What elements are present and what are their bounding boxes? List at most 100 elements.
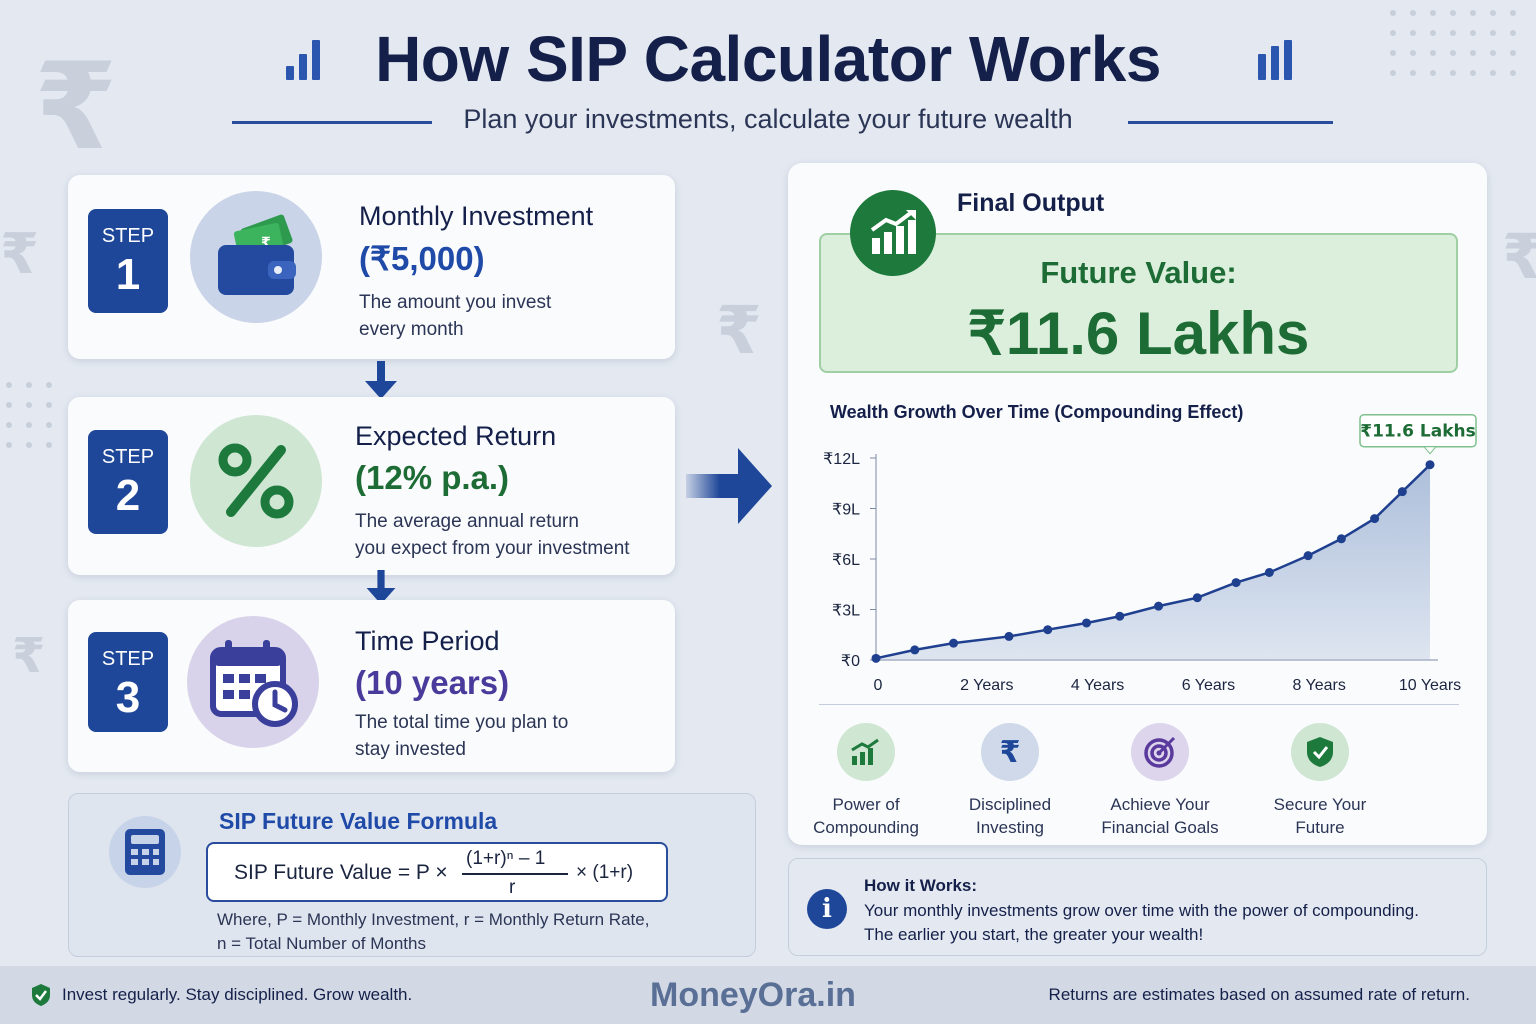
bar-chart-icon <box>1258 40 1292 80</box>
step-title: Time Period <box>355 626 500 656</box>
step-badge: STEP 1 <box>88 209 168 313</box>
formula-numerator: (1+r)ⁿ – 1 <box>466 848 546 869</box>
down-arrow-icon <box>365 361 397 399</box>
footer-disclaimer: Returns are estimates based on assumed r… <box>1048 985 1470 1004</box>
y-tick-label: ₹9L <box>832 502 860 519</box>
output-heading: Final Output <box>957 189 1105 217</box>
bg-rupee-icon: ₹ <box>716 292 762 369</box>
data-point <box>1397 487 1407 497</box>
data-point <box>1264 567 1274 577</box>
target-icon <box>1131 723 1189 781</box>
chart-title: Wealth Growth Over Time (Compounding Eff… <box>830 402 1244 422</box>
calendar-clock-icon <box>187 616 319 748</box>
footer-brand: MoneyOra.in <box>650 976 856 1014</box>
callout-label: ₹11.6 Lakhs <box>1360 422 1476 442</box>
growth-icon <box>850 190 936 276</box>
formula-denominator: r <box>509 877 516 898</box>
callout-pointer <box>1422 446 1438 455</box>
desc-line: stay invested <box>355 739 466 760</box>
benefit-line: Disciplined <box>968 795 1052 814</box>
step-label: STEP <box>101 648 155 670</box>
y-tick-label: ₹6L <box>832 552 860 569</box>
data-point <box>1192 593 1202 603</box>
data-point <box>1231 578 1241 588</box>
benefit-label: Achieve Your Financial Goals <box>1085 793 1235 839</box>
down-arrow-icon <box>366 570 396 605</box>
step-number: 1 <box>115 250 141 299</box>
info-icon: i <box>807 889 847 929</box>
formula-card: SIP Future Value Formula SIP Future Valu… <box>68 793 756 957</box>
step-card-monthly-investment: STEP 1 ₹ Monthly Investment (₹5,000) The… <box>68 175 675 359</box>
benefit-line: Power of <box>832 795 900 814</box>
growth-line <box>875 463 1431 660</box>
bg-rupee-icon: ₹ <box>12 628 46 684</box>
data-point <box>1043 625 1053 635</box>
step-description: The amount you invest every month <box>359 289 679 343</box>
step-title: Monthly Investment <box>359 201 594 231</box>
output-card: Final Output Future Value: ₹11.6 Lakhs W… <box>788 163 1487 845</box>
formula-lhs: SIP Future Value = P × <box>234 861 448 884</box>
data-point <box>1336 534 1346 544</box>
step-number: 3 <box>115 673 141 722</box>
step-card-expected-return: STEP 2 Expected Return (12% p.a.) The av… <box>68 397 675 575</box>
x-tick-label: 10 Years <box>1399 677 1461 694</box>
bg-rupee-icon: ₹ <box>1502 220 1536 293</box>
data-point <box>1303 551 1313 561</box>
data-point <box>1004 631 1014 641</box>
footer-tagline: Invest regularly. Stay disciplined. Grow… <box>62 985 413 1004</box>
benefit-line: Financial Goals <box>1101 818 1219 837</box>
bar-chart-icon <box>286 40 320 80</box>
data-point <box>871 653 881 663</box>
page-title: How SIP Calculator Works <box>375 23 1161 95</box>
formula-title: SIP Future Value Formula <box>219 808 498 834</box>
x-tick-label: 8 Years <box>1293 677 1346 694</box>
y-tick-label: ₹0 <box>841 653 860 670</box>
step-value: (₹5,000) <box>359 240 485 277</box>
divider <box>232 121 432 124</box>
growth-chart-icon <box>837 723 895 781</box>
formula-note: Where, P = Monthly Investment, r = Month… <box>217 908 649 956</box>
how-it-works-card: i How it Works: Your monthly investments… <box>788 858 1487 956</box>
area-fill <box>876 464 1430 660</box>
step-number: 2 <box>115 471 141 520</box>
future-value-label: Future Value: <box>1040 255 1237 290</box>
step-value: (12% p.a.) <box>355 459 510 496</box>
wallet-icon: ₹ <box>190 191 322 323</box>
value-callout <box>1359 413 1477 448</box>
future-value-amount: ₹11.6 Lakhs <box>967 300 1310 367</box>
data-point <box>1425 460 1435 470</box>
step-label: STEP <box>101 446 155 468</box>
formula-box: SIP Future Value = P × (1+r)ⁿ – 1 r × (1… <box>206 842 668 902</box>
chart-divider <box>819 704 1459 705</box>
step-badge: STEP 2 <box>88 430 168 534</box>
desc-line: The total time you plan to <box>355 712 569 733</box>
data-point <box>1082 618 1092 628</box>
step-label: STEP <box>101 225 155 247</box>
step-description: The total time you plan to stay invested <box>355 709 675 763</box>
y-tick-label: ₹3L <box>832 603 860 620</box>
how-line: Your monthly investments grow over time … <box>864 901 1419 920</box>
benefit-secure-future: Secure Your Future <box>1245 723 1395 839</box>
step-card-time-period: STEP 3 Time Period (10 years) The total … <box>68 600 675 772</box>
divider <box>1128 121 1333 124</box>
data-point <box>910 645 920 655</box>
desc-line: The average annual return <box>355 511 579 532</box>
benefit-line: Secure Your <box>1273 795 1367 814</box>
right-arrow-icon <box>686 448 772 524</box>
data-point <box>1370 514 1380 524</box>
benefit-line: Investing <box>975 818 1045 837</box>
benefit-label: Power of Compounding <box>791 793 941 839</box>
y-tick-label: ₹12L <box>823 451 860 468</box>
bg-rupee-icon: ₹ <box>0 222 39 287</box>
data-point <box>1154 601 1164 611</box>
benefit-label: Secure Your Future <box>1245 793 1395 839</box>
footer: Invest regularly. Stay disciplined. Grow… <box>0 966 1536 1024</box>
desc-line: every month <box>359 319 464 340</box>
how-title: How it Works: <box>864 876 978 895</box>
step-title: Expected Return <box>355 421 557 451</box>
step-description: The average annual return you expect fro… <box>355 508 675 562</box>
data-point <box>949 638 959 648</box>
benefit-financial-goals: Achieve Your Financial Goals <box>1085 723 1235 839</box>
benefit-power-of-compounding: Power of Compounding <box>791 723 941 839</box>
bg-dots <box>1390 10 1516 76</box>
